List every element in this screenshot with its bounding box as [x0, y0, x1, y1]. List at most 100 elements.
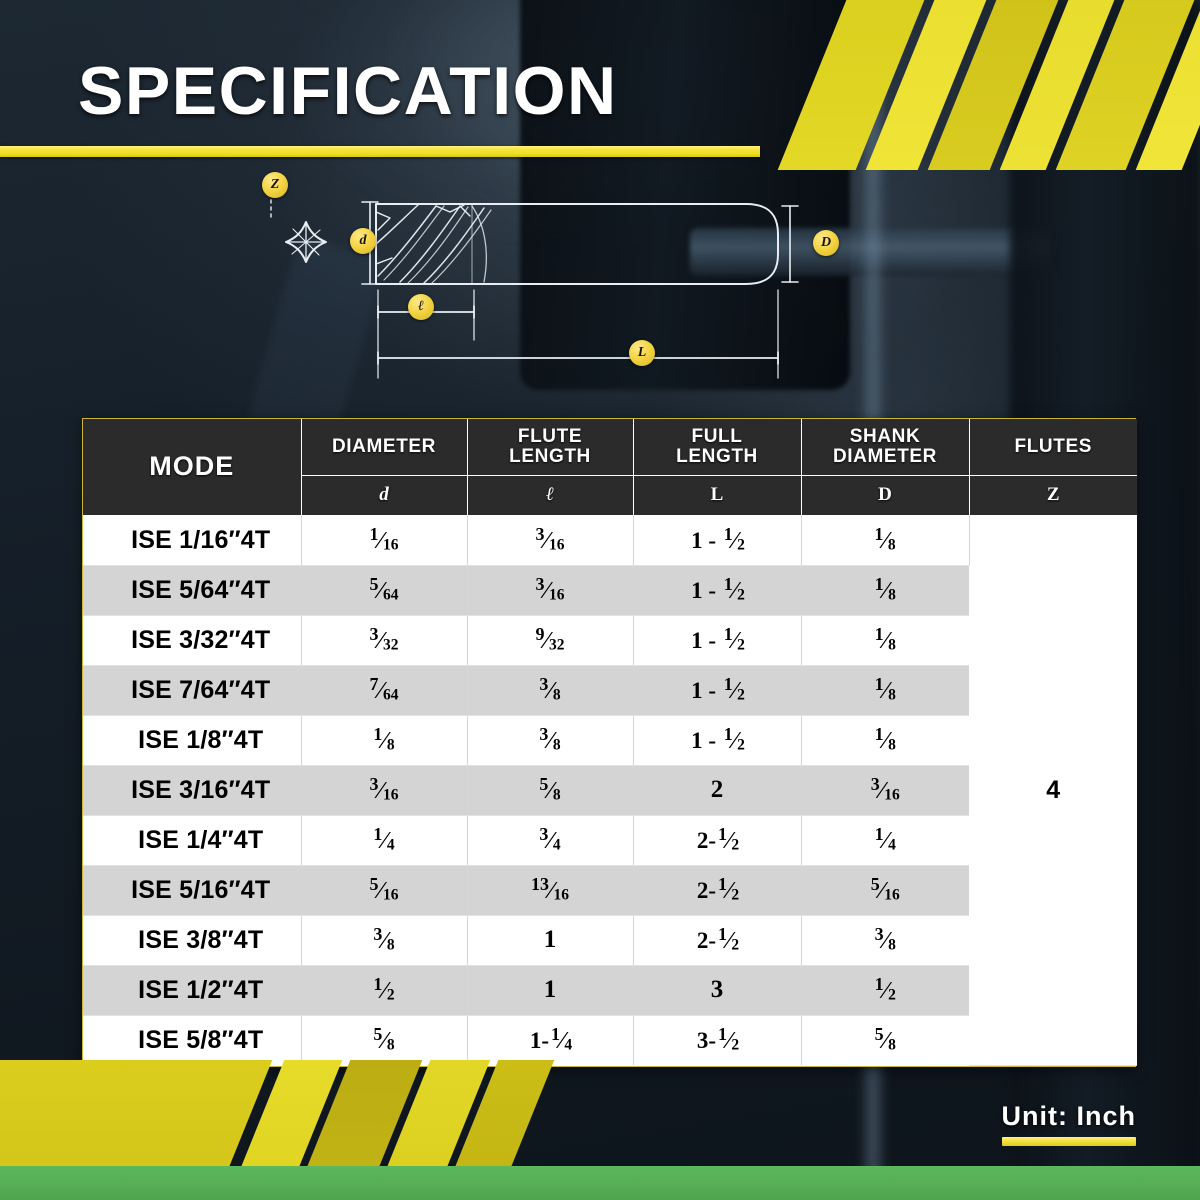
cell-full-length: 1 - 1⁄2	[633, 665, 802, 716]
header-row-names: MODE DIAMETER FLUTE LENGTH FULL LENGTH S…	[83, 419, 1137, 516]
column-header-shank-diameter: SHANK DIAMETER	[801, 419, 970, 476]
cell-diameter: 5⁄16	[301, 865, 468, 916]
cell-diameter: 5⁄8	[301, 1015, 468, 1065]
cell-diameter: 1⁄8	[301, 715, 468, 766]
cell-shank-diameter: 1⁄8	[801, 615, 969, 666]
table-body: ISE 1/16″4T 1⁄16 3⁄16 1 - 1⁄2 1⁄8 4 ISE 5/64″4…	[83, 515, 1137, 1066]
cell-flute-length: 3⁄16	[467, 515, 634, 566]
end-mill-technical-drawing: Z d ℓ L D	[250, 172, 980, 407]
column-header-diameter: DIAMETER	[301, 419, 468, 476]
cell-model: ISE 5/16″4T	[83, 865, 302, 916]
table-row: ISE 1/2″4T 1⁄2 1 3 1⁄2	[83, 965, 1137, 1016]
drawing-svg	[270, 199, 799, 379]
unit-label: Unit: Inch	[1001, 1101, 1136, 1131]
unit-note: Unit: Inch	[1001, 1101, 1136, 1146]
cell-shank-diameter: 1⁄2	[801, 965, 969, 1016]
cell-model: ISE 3/32″4T	[83, 615, 302, 666]
table-row: ISE 3/8″4T 3⁄8 1 2- 1⁄2 3⁄8	[83, 915, 1137, 966]
cell-shank-diameter: 1⁄4	[801, 815, 969, 866]
cell-full-length: 1 - 1⁄2	[633, 715, 802, 766]
cell-diameter: 3⁄8	[301, 915, 468, 966]
column-header-mode: MODE	[83, 419, 302, 516]
bottom-green-band	[0, 1166, 1200, 1200]
cell-diameter: 1⁄2	[301, 965, 468, 1016]
cell-model: ISE 3/8″4T	[83, 915, 302, 966]
cell-shank-diameter: 1⁄8	[801, 715, 969, 766]
column-header-full-length: FULL LENGTH	[633, 419, 802, 476]
symbol-header-flute-length: ℓ	[467, 475, 634, 516]
cell-model: ISE 7/64″4T	[83, 665, 302, 716]
cell-full-length: 3- 1⁄2	[633, 1015, 802, 1065]
label-z-flutes: Z	[262, 172, 288, 198]
cell-shank-diameter: 1⁄8	[801, 665, 969, 716]
cell-model: ISE 5/8″4T	[83, 1015, 302, 1065]
cell-diameter: 5⁄64	[301, 565, 468, 616]
cell-diameter: 7⁄64	[301, 665, 468, 716]
header-text-flute-line2: LENGTH	[509, 445, 591, 467]
cell-flute-length: 5⁄8	[467, 765, 634, 816]
table-row: ISE 5/16″4T 5⁄16 13⁄16 2- 1⁄2 5⁄16	[83, 865, 1137, 916]
cell-shank-diameter: 1⁄8	[801, 565, 969, 616]
table-header: MODE DIAMETER FLUTE LENGTH FULL LENGTH S…	[83, 419, 1137, 516]
header-text-shank-line2: DIAMETER	[832, 445, 938, 467]
cell-flute-length: 1	[467, 965, 634, 1016]
cell-model: ISE 1/4″4T	[83, 815, 302, 866]
header-text-flutes: FLUTES	[1014, 435, 1092, 457]
table-row: ISE 1/8″4T 1⁄8 3⁄8 1 - 1⁄2 1⁄8	[83, 715, 1137, 766]
cell-full-length: 1 - 1⁄2	[633, 615, 802, 666]
cell-flute-length: 3⁄4	[467, 815, 634, 866]
cell-full-length: 2	[633, 765, 802, 816]
cell-diameter: 1⁄4	[301, 815, 468, 866]
table-row: ISE 3/16″4T 3⁄16 5⁄8 2 3⁄16	[83, 765, 1137, 816]
cell-full-length: 3	[633, 965, 802, 1016]
header-text-diameter: DIAMETER	[331, 435, 437, 457]
title-underline-bar	[0, 146, 760, 157]
symbol-header-D: D	[801, 475, 970, 516]
cell-full-length: 2- 1⁄2	[633, 815, 802, 866]
cell-diameter: 1⁄16	[301, 515, 468, 566]
cell-flutes-merged: 4	[969, 515, 1137, 1066]
cell-flute-length: 3⁄8	[467, 665, 634, 716]
cell-shank-diameter: 5⁄8	[801, 1015, 969, 1065]
symbol-header-Z: Z	[969, 475, 1137, 516]
table-row: ISE 3/32″4T 3⁄32 9⁄32 1 - 1⁄2 1⁄8	[83, 615, 1137, 666]
header-text-full-line2: LENGTH	[676, 445, 758, 467]
cell-flute-length: 1- 1⁄4	[467, 1015, 634, 1065]
table-row: ISE 5/64″4T 5⁄64 3⁄16 1 - 1⁄2 1⁄8	[83, 565, 1137, 616]
header-text-flute-line1: FLUTE	[517, 425, 583, 447]
cell-shank-diameter: 1⁄8	[801, 515, 970, 566]
cell-model: ISE 1/8″4T	[83, 715, 302, 766]
cell-shank-diameter: 3⁄8	[801, 915, 969, 966]
cell-shank-diameter: 3⁄16	[801, 765, 969, 816]
cell-model: ISE 1/16″4T	[83, 515, 302, 566]
cell-flute-length: 13⁄16	[467, 865, 634, 916]
header-row-symbols: d ℓ L D Z	[83, 475, 1137, 516]
cell-full-length: 2- 1⁄2	[633, 865, 802, 916]
cell-flute-length: 9⁄32	[467, 615, 634, 666]
unit-underline-bar	[1001, 1137, 1136, 1146]
column-header-flute-length: FLUTE LENGTH	[467, 419, 634, 476]
specification-table-container: MODE DIAMETER FLUTE LENGTH FULL LENGTH S…	[82, 418, 1137, 1067]
label-D-shank-diameter: D	[813, 230, 839, 256]
cross-section-4-flute	[285, 221, 327, 263]
table-row: ISE 1/4″4T 1⁄4 3⁄4 2- 1⁄2 1⁄4	[83, 815, 1137, 866]
cell-flute-length: 1	[467, 915, 634, 966]
label-d-diameter: d	[350, 228, 376, 254]
cell-model: ISE 3/16″4T	[83, 765, 302, 816]
column-header-flutes: FLUTES	[969, 419, 1137, 476]
cell-flute-length: 3⁄16	[467, 565, 634, 616]
label-L-full-length: L	[629, 340, 655, 366]
cell-flute-length: 3⁄8	[467, 715, 634, 766]
table-row: ISE 5/8″4T 5⁄8 1- 1⁄4 3- 1⁄2 5⁄8	[83, 1015, 1137, 1065]
symbol-header-d: d	[301, 475, 468, 516]
cell-full-length: 1 - 1⁄2	[633, 515, 802, 566]
label-l-flute-length: ℓ	[408, 294, 434, 320]
cell-full-length: 1 - 1⁄2	[633, 565, 802, 616]
symbol-header-L: L	[633, 475, 802, 516]
table-row: ISE 7/64″4T 7⁄64 3⁄8 1 - 1⁄2 1⁄8	[83, 665, 1137, 716]
table-row: ISE 1/16″4T 1⁄16 3⁄16 1 - 1⁄2 1⁄8 4	[83, 515, 1137, 1066]
header-text-full-line1: FULL	[691, 425, 743, 447]
cell-diameter: 3⁄32	[301, 615, 468, 666]
cell-model: ISE 5/64″4T	[83, 565, 302, 616]
